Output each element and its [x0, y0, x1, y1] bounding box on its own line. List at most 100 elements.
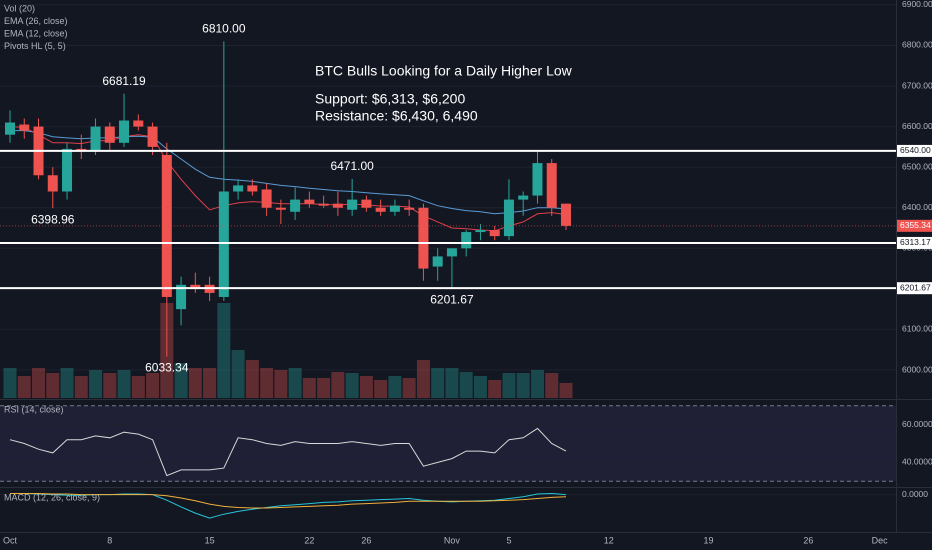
volume-bar: [530, 370, 544, 398]
volume-bar: [317, 378, 331, 398]
level-label: 6201.67: [900, 282, 931, 292]
x-tick-label: 26: [803, 535, 813, 545]
candle-body: [261, 189, 272, 208]
volume-bar: [188, 368, 202, 398]
pivot-label: 6810.00: [202, 22, 246, 36]
pivot-label: 6398.96: [31, 212, 75, 226]
candle-body: [133, 120, 144, 127]
level-marker: [897, 282, 932, 295]
volume-bar: [260, 368, 274, 398]
candle-body: [290, 199, 301, 212]
candle-body: [475, 230, 486, 233]
pivot-label: 6471.00: [330, 159, 374, 173]
volume-bar: [217, 303, 231, 398]
last-price-marker: [897, 219, 932, 232]
volume-bar: [302, 378, 316, 398]
candle-body: [90, 126, 101, 151]
volume-bar: [146, 373, 160, 398]
candle-body: [19, 124, 30, 131]
candle-body: [361, 199, 372, 208]
series-line: [9, 126, 567, 232]
annotation-line: Support: $6,313, $6,200: [315, 91, 465, 107]
candle-body: [304, 199, 315, 204]
candle-body: [47, 175, 58, 192]
candle-body: [503, 199, 514, 237]
volume-bar: [502, 373, 516, 398]
volume-bar: [103, 373, 117, 398]
volume-bar: [359, 376, 373, 398]
candle-body: [62, 148, 73, 192]
candle-body: [532, 163, 543, 196]
annotation-title: BTC Bulls Looking for a Daily Higher Low: [315, 63, 573, 79]
legend-entry: Vol (20): [4, 3, 35, 13]
level-label: 6540.00: [900, 145, 931, 155]
candle-body: [446, 248, 457, 257]
x-tick-label: 12: [604, 535, 614, 545]
volume-bar: [74, 376, 88, 398]
pivot-label: 6201.67: [430, 292, 474, 306]
y-tick-label: 6900.00: [902, 0, 932, 9]
y-tick-label: 6000.00: [902, 364, 932, 374]
x-tick-label: 15: [205, 535, 215, 545]
volume-bar: [231, 350, 245, 398]
last-price-label: 6355.34: [900, 220, 931, 230]
candle-body: [418, 207, 429, 269]
volume-bar: [131, 376, 145, 398]
candle-body: [5, 122, 15, 135]
volume-bar: [488, 380, 502, 398]
volume-bar: [274, 370, 288, 398]
volume-bar: [117, 370, 131, 398]
y-tick-label: 6500.00: [902, 161, 932, 171]
candle-body: [161, 154, 172, 297]
volume-bar: [374, 380, 388, 398]
volume-bar: [245, 360, 259, 398]
x-tick-label: 5: [506, 535, 511, 545]
candle-body: [546, 163, 557, 208]
volume-bar: [174, 363, 188, 398]
annotation-line: Resistance: $6,430, 6,490: [315, 108, 478, 124]
x-tick-label: 26: [361, 535, 371, 545]
level-marker: [897, 236, 932, 249]
y-tick-label: 40.0000: [902, 457, 932, 467]
volume-bar: [288, 368, 302, 398]
volume-bar: [32, 368, 46, 398]
pivot-label: 6681.19: [102, 74, 146, 88]
volume-bar: [402, 378, 416, 398]
volume-bar: [17, 376, 31, 398]
candle-body: [560, 203, 571, 226]
pane-label: RSI (14, close): [4, 404, 64, 414]
x-tick-label: Nov: [444, 535, 461, 545]
volume-bar: [203, 368, 217, 398]
candle-body: [489, 230, 500, 237]
candle-body: [119, 120, 130, 143]
y-tick-label: 6400.00: [902, 202, 932, 212]
candle-body: [247, 185, 258, 192]
candle-body: [375, 207, 386, 212]
pane-label: MACD (12, 26, close, 9): [4, 492, 100, 502]
candle-body: [518, 195, 529, 200]
volume-bar: [445, 368, 459, 398]
y-tick-label: 6800.00: [902, 40, 932, 50]
candle-body: [318, 203, 329, 206]
rsi-band: [0, 405, 896, 482]
volume-bar: [416, 360, 430, 398]
candle-body: [461, 232, 472, 249]
candle-body: [389, 205, 400, 212]
y-tick-label: 6600.00: [902, 121, 932, 131]
legend-entry: EMA (26, close): [4, 16, 68, 26]
volume-bar: [559, 383, 573, 398]
volume-bar: [473, 376, 487, 398]
volume-bar: [459, 372, 473, 398]
candle-body: [432, 256, 443, 267]
candle-body: [404, 207, 415, 210]
volume-bar: [89, 370, 103, 398]
series-line: [9, 427, 567, 477]
x-tick-label: 8: [107, 535, 112, 545]
volume-bar: [3, 368, 17, 398]
volume-bar: [60, 368, 74, 398]
level-label: 6313.17: [900, 237, 931, 247]
y-tick-label: 0.0000: [902, 489, 928, 499]
